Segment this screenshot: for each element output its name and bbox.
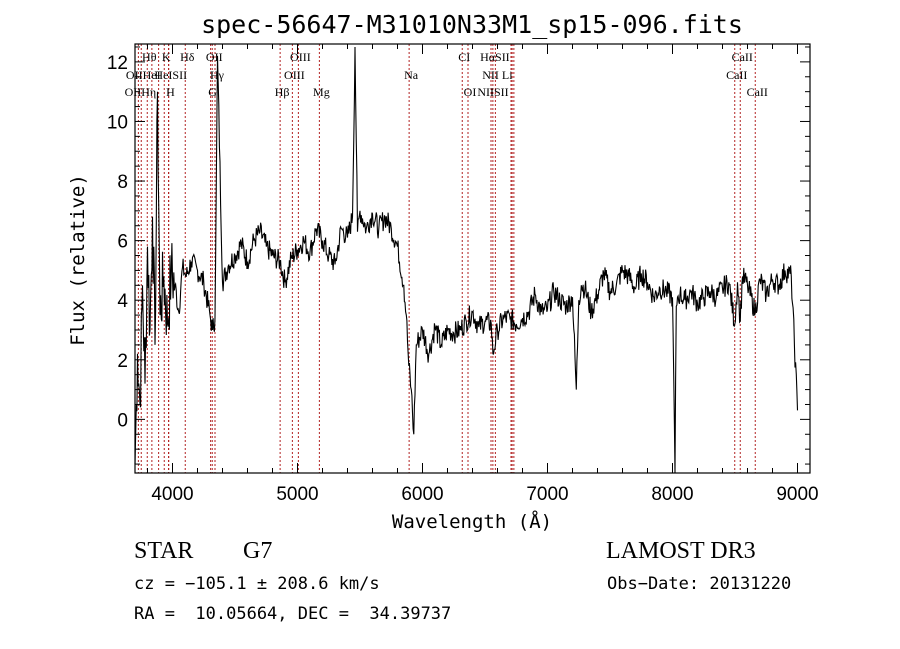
chart-title: spec-56647-M31010N33M1_sp15-096.fits bbox=[201, 10, 743, 39]
spectral-line-label: CI bbox=[458, 50, 470, 64]
redshift-velocity: cz = −105.1 ± 208.6 km/s bbox=[134, 574, 380, 594]
x-axis-label: Wavelength (Å) bbox=[392, 510, 552, 533]
y-tick-label: 6 bbox=[117, 232, 128, 253]
spectral-line-label: Mg bbox=[313, 85, 330, 99]
x-tick-label: 7000 bbox=[526, 484, 568, 505]
x-tick-label: 9000 bbox=[776, 484, 818, 505]
spectral-line-label: Hδ bbox=[180, 50, 195, 64]
object-subclass: G7 bbox=[243, 538, 273, 564]
spectrum-series-line bbox=[134, 46, 799, 474]
spectral-line-label: Hθ bbox=[142, 50, 157, 64]
y-tick-label: 12 bbox=[107, 53, 128, 74]
spectral-line-label: OIIHη bbox=[125, 85, 157, 99]
y-tick-label: 10 bbox=[107, 112, 128, 133]
y-tick-label: 2 bbox=[117, 351, 128, 372]
spectral-line-label: K bbox=[162, 50, 171, 64]
survey-name: LAMOST DR3 bbox=[606, 538, 756, 564]
spectral-line-label: HeISII bbox=[154, 68, 187, 82]
spectral-line-label: Hβ bbox=[275, 85, 290, 99]
spectral-line-label: NIISII bbox=[477, 85, 508, 99]
observation-date: Obs−Date: 20131220 bbox=[607, 574, 792, 594]
object-class: STAR bbox=[134, 538, 194, 564]
x-tick-label: 6000 bbox=[401, 484, 443, 505]
y-tick-label: 4 bbox=[117, 291, 128, 312]
x-tick-label: 8000 bbox=[651, 484, 693, 505]
axis-ticks: 4000 5000 6000 7000 8000 9000 0 2 4 6 8 10 12 bbox=[107, 44, 819, 505]
spectral-line-label: OIII bbox=[290, 50, 311, 64]
spectral-line-label: OIII bbox=[284, 68, 305, 82]
y-tick-label: 0 bbox=[117, 410, 128, 431]
spectral-line-label: CaII bbox=[726, 68, 747, 82]
spectral-line-label: NII Li bbox=[482, 68, 513, 82]
spectral-line-label: G bbox=[208, 85, 217, 99]
y-tick-label: 8 bbox=[117, 172, 128, 193]
spectral-line-label: Na bbox=[404, 68, 419, 82]
spectral-line-label: HαSII bbox=[480, 50, 510, 64]
x-tick-label: 5000 bbox=[276, 484, 318, 505]
coordinates: RA = 10.05664, DEC = 34.39737 bbox=[134, 604, 452, 624]
spectral-line-markers bbox=[137, 44, 756, 473]
x-tick-label: 4000 bbox=[151, 484, 193, 505]
spectral-line-label: CaII bbox=[732, 50, 753, 64]
spectral-line-label: H bbox=[166, 85, 175, 99]
spectral-line-label: OI bbox=[464, 85, 477, 99]
spectral-line-label: OII bbox=[206, 50, 223, 64]
y-axis-label: Flux (relative) bbox=[67, 174, 89, 346]
spectral-line-label: CaII bbox=[747, 85, 768, 99]
